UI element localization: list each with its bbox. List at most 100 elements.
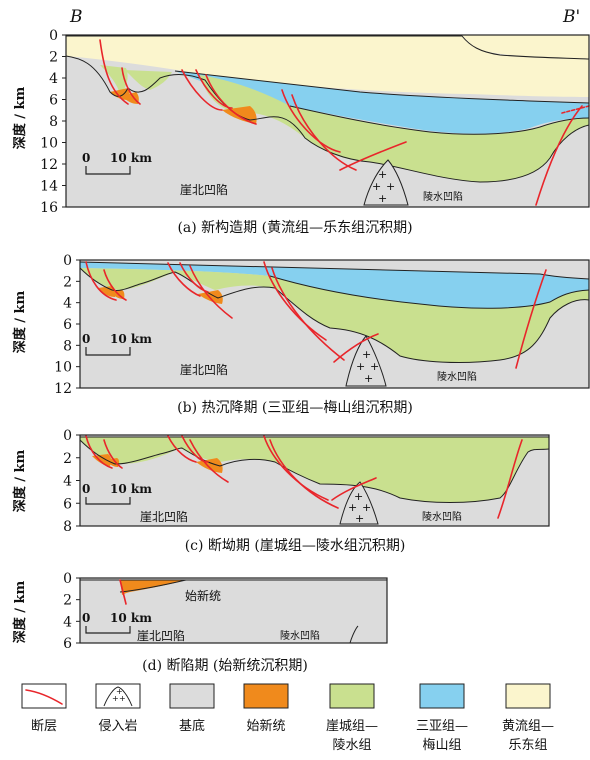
svg-text:+: + [348,501,357,514]
legend-label-eocene: 始新统 [246,718,285,734]
panel-b-sanya-meishan-layer [80,262,589,309]
panel-d-intrusion-top [349,625,359,644]
panel-a-ticks: 0 2 4 6 8 10 12 14 16 [40,28,66,216]
depth-tick-label: 6 [63,317,72,333]
panel-b-intrusion-plus: ++ ++ [356,348,379,385]
depth-tick-label: 8 [49,114,58,130]
svg-text:+: + [355,512,364,525]
legend-label-sanya-1: 三亚组— [416,719,468,734]
panel-c-scale-bar [85,497,131,505]
depth-tick-label: 6 [63,496,72,512]
panel-a-basement-top [65,55,590,183]
panel-a-top-sanya [174,70,590,104]
panel-a-label-lingshui: 陵水凹陷 [423,190,463,203]
panel-a-label-yabei: 崖北凹陷 [180,182,228,197]
depth-tick-label: 8 [63,338,72,354]
panel-b-eocene-wedge-1 [98,286,116,297]
panel-a-intrusion-plus: ++ ++ [372,168,395,205]
svg-text:+: + [354,490,363,503]
legend-item-fault: 断层 [21,683,67,734]
panel-b-scale-10: 10 km [110,332,152,346]
panel-b-caption: (b) 热沉降期 (三亚组—梅山组沉积期) [177,400,413,416]
legend-label-fault: 断层 [31,719,57,734]
panel-d-ticks: 0 2 4 6 [63,571,80,652]
panel-d-scale-0: 0 [82,611,90,625]
panel-b-ticks: 0 2 4 6 8 10 12 [54,253,80,397]
panel-c-scale-10: 10 km [110,482,152,496]
svg-text:+: + [119,694,126,703]
legend-label-basement: 基底 [179,718,205,734]
panel-a-scale-10: 10 km [110,151,152,165]
depth-tick-label: 4 [63,474,72,490]
legend-item-yacheng-lingshui: 崖城组— 陵水组 [326,683,378,753]
panel-d-scale-10: 10 km [110,611,152,625]
panel-a-caption: (a) 新构造期 (黄流组—乐东组沉积期) [177,219,412,236]
panel-b-faults [85,261,547,369]
depth-tick-label: 0 [63,571,72,587]
panel-c-ticks: 0 2 4 6 8 [63,428,80,535]
panel-d-caption: (d) 断陷期 (始新统沉积期) [142,658,308,674]
panel-a-huangliu-ledong-layer [66,35,589,97]
panel-a-yacheng-small [100,65,172,95]
panel-a-base-sanya [289,105,590,135]
panel-a-intrusion [363,159,409,206]
depth-tick-label: 0 [63,428,72,444]
panel-a-sanya-meishan-layer [175,71,589,134]
depth-tick-label: 4 [63,296,72,312]
legend-item-huangliu-ledong: 黄流组— 乐东组 [502,683,554,753]
section-label-left: B [69,7,83,27]
panel-b-base-sanya [269,275,590,309]
panel-b-scale-0: 0 [82,332,90,346]
panel-d-ylabel: 深度 / km [12,580,28,643]
panel-c-scale-0: 0 [82,482,90,496]
panel-a-faults [99,39,590,206]
panel-b-ylabel: 深度 / km [12,290,28,353]
svg-text:+: + [112,694,119,703]
panel-b-yacheng-lingshui-layer [80,268,589,363]
panel-c-caption: (c) 断坳期 (崖城组—陵水组沉积期) [185,538,406,554]
panel-c-label-yabei: 崖北凹陷 [140,509,188,524]
panel-b-scale-bar [85,347,131,356]
panel-c-intrusion [339,481,379,525]
depth-tick-label: 0 [63,253,72,269]
depth-tick-label: 4 [63,614,72,630]
svg-text:+: + [116,687,123,696]
panel-a-yacheng-lingshui-layer [200,75,589,182]
panel-b-seafloor [79,261,590,280]
depth-tick-label: 2 [63,593,72,609]
panel-c-faults [85,435,523,519]
panel-a-ylabel: 深度 / km [12,86,28,149]
panel-d-label-eocene: 始新统 [185,588,221,603]
panel-b-label-yabei: 崖北凹陷 [180,362,228,377]
legend-item-eocene: 始新统 [243,683,289,734]
legend-item-basement: 基底 [169,683,215,734]
legend-label-huangliu-1: 黄流组— [502,719,554,734]
panel-c-ylabel: 深度 / km [12,449,28,512]
panel-c-intrusion-plus: ++ ++ [348,490,371,525]
panel-a-seafloor [66,35,590,60]
legend: 断层 + + + 侵入岩 基底 始新统 崖城组— 陵水组 [21,683,554,753]
legend-label-yacheng-1: 崖城组— [326,719,378,734]
depth-tick-label: 16 [40,200,58,216]
depth-tick-label: 2 [63,274,72,290]
panel-d-scale-bar [85,626,131,634]
svg-text:+: + [362,348,371,361]
depth-tick-label: 2 [63,451,72,467]
panel-d-label-yabei: 崖北凹陷 [137,628,185,643]
svg-text:+: + [370,360,379,373]
panel-a-scale-bar [85,166,131,175]
panel-b-label-lingshui: 陵水凹陷 [437,370,477,383]
panel-d-faults [119,579,127,605]
svg-text:+: + [362,501,371,514]
legend-item-intrusion: + + + 侵入岩 [95,683,141,734]
svg-text:+: + [356,360,365,373]
panel-a-scale-0: 0 [82,151,90,165]
depth-tick-label: 8 [63,519,72,535]
panel-b-eocene-wedge-3 [198,290,223,304]
svg-text:+: + [378,168,387,181]
legend-label-huangliu-2: 乐东组 [508,738,547,753]
